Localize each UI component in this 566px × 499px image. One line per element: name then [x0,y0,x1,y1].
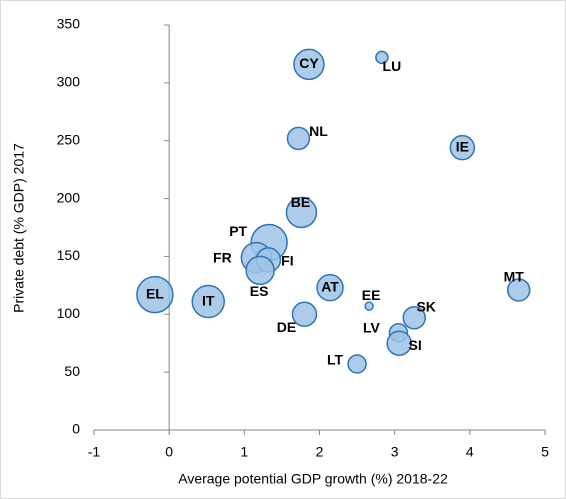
bubble-label: NL [309,123,328,139]
bubble [402,306,426,330]
bubble [347,354,367,374]
bubble [293,48,325,81]
y-tick-label: 100 [57,305,81,321]
bubble-label: AT [321,278,339,294]
bubble-label: DE [277,319,296,335]
x-tick-label: 5 [541,444,549,460]
x-axis-title: Average potential GDP growth (%) 2018-22 [178,471,448,487]
y-tick-label: 50 [64,363,80,379]
bubble-label: LT [327,352,344,368]
y-tick-label: 350 [57,16,81,32]
y-tick-label: 150 [57,247,81,263]
x-tick-label: 3 [391,444,399,460]
bubble [136,275,174,314]
bubble [449,134,476,161]
y-tick-label: 0 [72,421,80,437]
bubble-label: IT [202,292,215,308]
x-tick-label: 2 [316,444,324,460]
bubble [506,278,531,302]
bubble-label: FI [281,253,293,269]
x-tick-label: 0 [165,444,173,460]
bubble-label: FR [213,249,232,265]
bubble [245,255,275,286]
bubble-label: SI [409,337,422,353]
y-tick-label: 300 [57,74,81,90]
bubble-label: MT [504,269,525,285]
bubble [291,301,318,328]
bubble [285,196,318,229]
bubble-label: CY [299,55,319,71]
bubble [286,126,311,151]
y-tick-label: 250 [57,131,81,147]
bubble-label: SK [416,298,435,314]
x-tick-label: 1 [240,444,248,460]
bubble-label: LU [383,58,402,74]
bubble-label: PT [229,223,247,239]
bubble [316,273,344,302]
bubble-label: IE [456,138,469,154]
bubble-label: EE [362,287,381,303]
bubble-label: LV [363,320,381,336]
bubble [364,301,374,311]
y-axis-title: Private debt (% GDP) 2017 [11,143,27,313]
bubble [375,50,389,65]
bubble-label: ES [250,283,269,299]
x-tick-label: -1 [88,444,101,460]
bubble-label: BE [291,194,310,210]
bubble [191,284,226,319]
bubble-label: EL [146,285,164,301]
x-tick-label: 4 [466,444,474,460]
y-tick-label: 200 [57,189,81,205]
bubble [386,330,412,356]
